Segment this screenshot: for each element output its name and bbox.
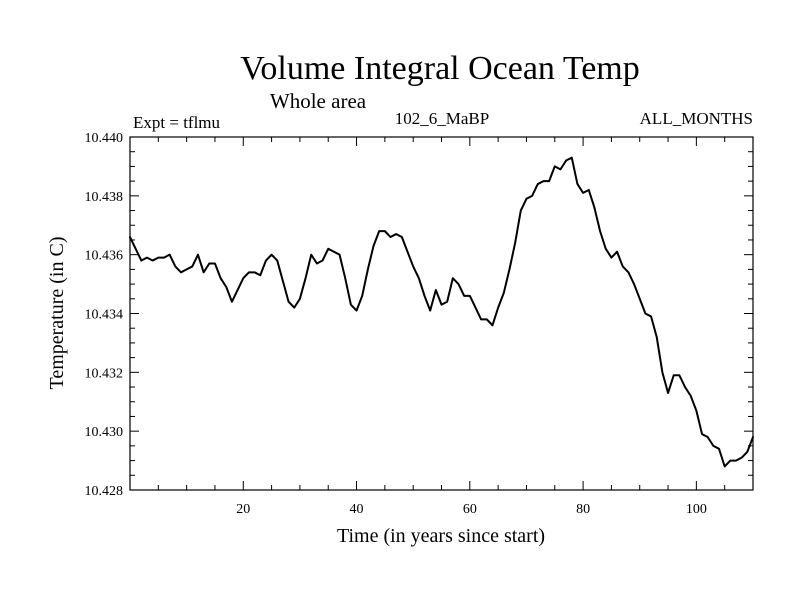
chart-subtitle: Whole area xyxy=(270,89,367,113)
y-tick-label: 10.430 xyxy=(85,425,124,440)
experiment-label: Expt = tflmu xyxy=(133,113,221,132)
x-axis-label: Time (in years since start) xyxy=(337,525,545,547)
temperature-series-line xyxy=(129,156,754,468)
y-tick-label: 10.428 xyxy=(85,484,124,499)
y-tick-label: 10.436 xyxy=(85,249,124,264)
y-tick-label: 10.432 xyxy=(85,366,124,381)
plot-frame xyxy=(129,136,754,491)
y-axis-label: Temperature (in C) xyxy=(46,237,68,390)
axis-ticks-layer xyxy=(130,137,753,490)
x-tick-label: 40 xyxy=(350,502,364,517)
x-tick-label: 20 xyxy=(236,502,250,517)
chart-title: Volume Integral Ocean Temp xyxy=(240,50,640,87)
x-tick-label: 60 xyxy=(463,502,477,517)
x-tick-label: 100 xyxy=(686,502,707,517)
x-tick-label: 80 xyxy=(576,502,590,517)
y-tick-label: 10.438 xyxy=(85,190,124,205)
months-label: ALL_MONTHS xyxy=(640,109,753,128)
y-tick-label: 10.434 xyxy=(85,308,124,323)
tick-labels-layer: 20 40 60 80 100 10.428 10.430 10.432 10.434 10.43… xyxy=(85,131,707,517)
y-tick-label: 10.440 xyxy=(85,131,124,146)
period-label: 102_6_MaBP xyxy=(395,109,489,128)
